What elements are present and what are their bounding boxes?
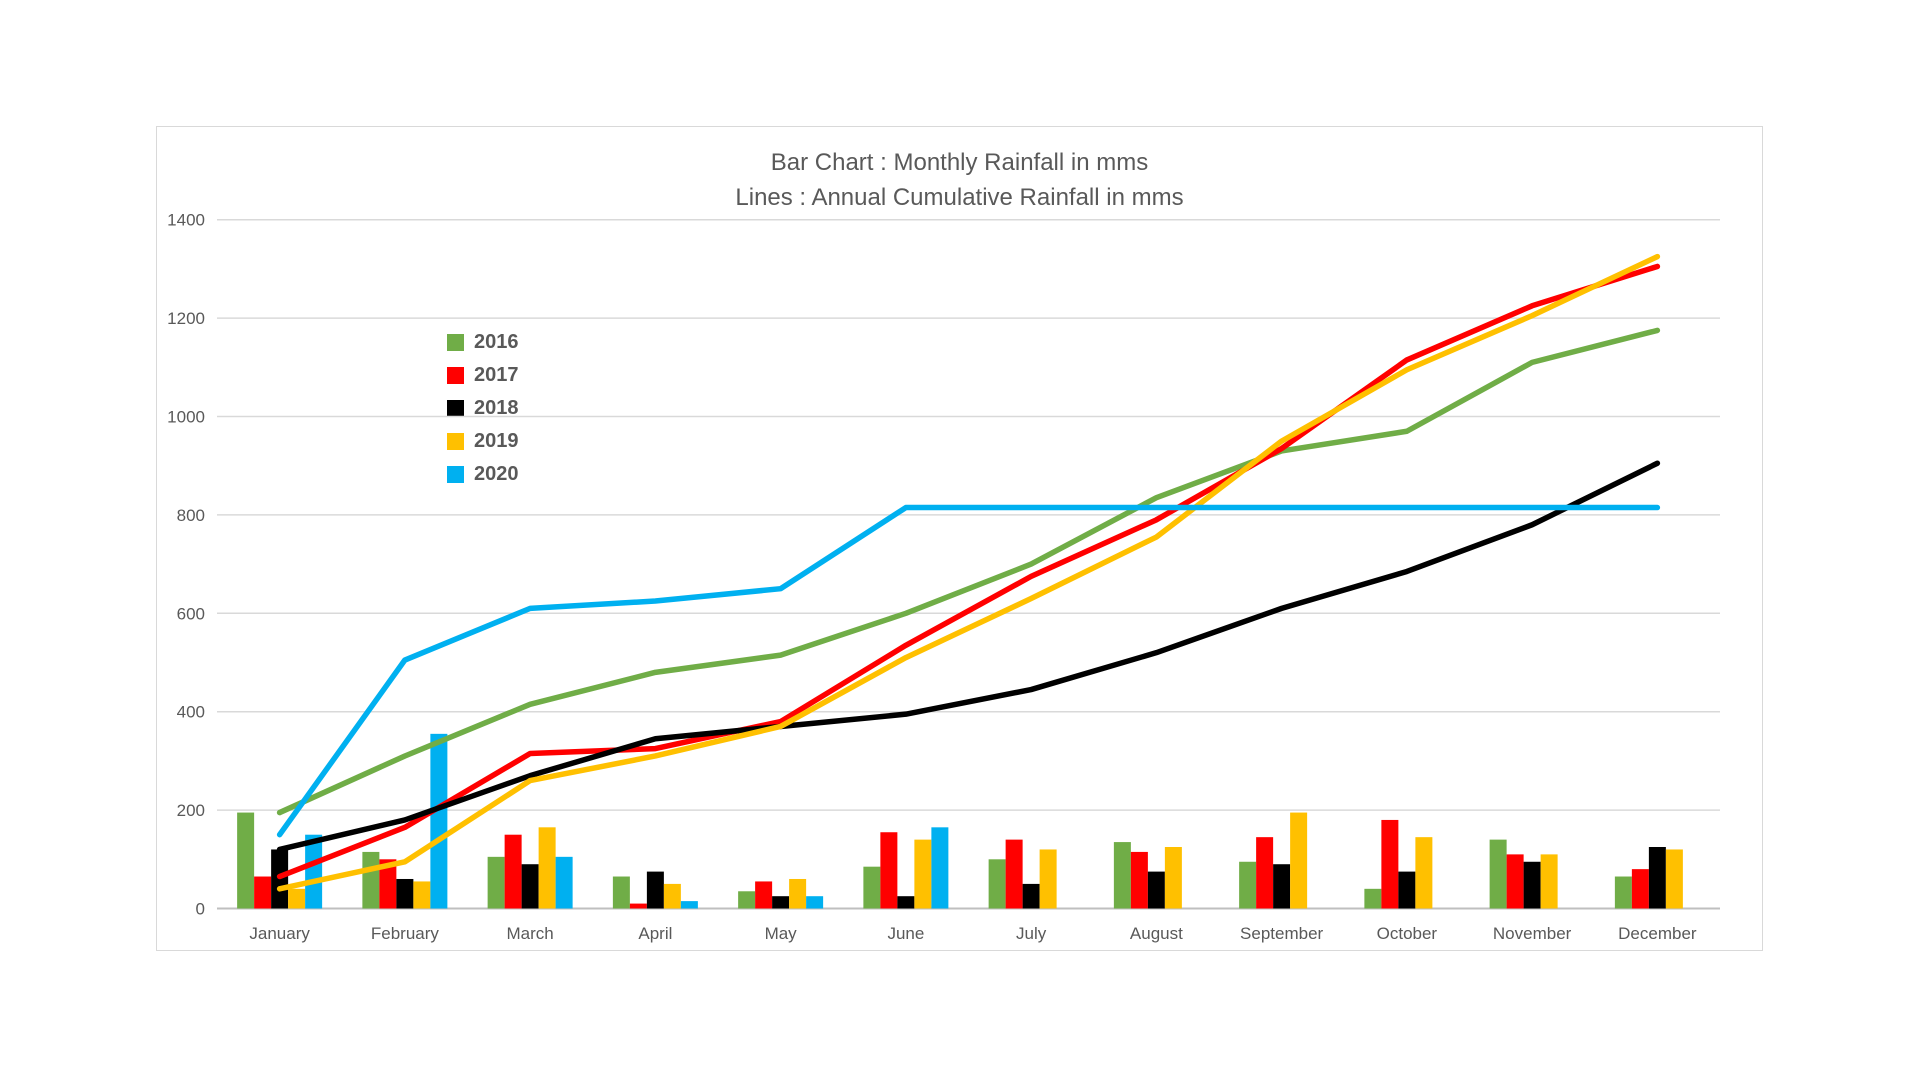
- bar-2018-March: [521, 864, 539, 909]
- legend-label-2020: 2020: [474, 463, 519, 485]
- bar-2017-May: [755, 881, 773, 909]
- bar-2017-January: [254, 876, 272, 909]
- bar-2016-April: [612, 876, 630, 909]
- bar-2018-September: [1273, 864, 1291, 909]
- x-tick-label: December: [1618, 924, 1697, 943]
- line-2016: [276, 327, 1661, 816]
- legend-item-2017: 2017: [447, 364, 519, 387]
- bar-2016-March: [487, 856, 505, 909]
- bar-2017-April: [629, 903, 647, 909]
- y-tick-label: 400: [177, 703, 205, 722]
- bar-2016-October: [1364, 888, 1382, 909]
- line-2020: [276, 504, 1661, 838]
- bar-2019-February: [413, 881, 431, 909]
- bar-2018-May: [772, 896, 790, 909]
- x-tick-label: June: [887, 924, 924, 943]
- chart-title-line2: Lines : Annual Cumulative Rainfall in mm…: [735, 184, 1184, 211]
- bar-2017-June: [880, 832, 898, 909]
- bar-2018-December: [1648, 847, 1666, 909]
- bar-2017-September: [1256, 837, 1274, 909]
- bar-2019-August: [1164, 847, 1182, 909]
- bar-2018-November: [1523, 861, 1541, 909]
- y-tick-label: 200: [177, 801, 205, 820]
- legend-swatch-2016: [447, 334, 464, 351]
- x-tick-label: November: [1493, 924, 1572, 943]
- bar-2016-August: [1113, 842, 1131, 909]
- x-tick-label: October: [1377, 924, 1438, 943]
- bar-2017-February: [379, 859, 397, 909]
- bar-2019-October: [1415, 837, 1433, 909]
- bar-2017-December: [1631, 869, 1649, 909]
- bar-2018-April: [646, 871, 664, 909]
- bar-2019-January: [288, 888, 306, 909]
- legend-label-2017: 2017: [474, 364, 519, 386]
- bar-2019-April: [663, 883, 681, 909]
- bar-2016-February: [362, 851, 380, 909]
- bar-2019-December: [1665, 849, 1683, 909]
- bar-2016-December: [1614, 876, 1632, 909]
- line-2019: [276, 253, 1661, 892]
- x-tick-label: February: [371, 924, 440, 943]
- bar-2018-June: [897, 896, 915, 909]
- legend-swatch-2017: [447, 367, 464, 384]
- line-2018: [276, 460, 1661, 853]
- bar-2017-October: [1381, 819, 1399, 909]
- y-tick-label: 1400: [167, 211, 205, 230]
- bar-2019-July: [1039, 849, 1057, 909]
- bar-2018-July: [1022, 883, 1040, 909]
- bar-2020-March: [555, 856, 573, 909]
- bar-2018-October: [1398, 871, 1416, 909]
- legend-swatch-2019: [447, 433, 464, 450]
- bar-2019-March: [538, 827, 556, 909]
- bar-2016-May: [738, 891, 756, 909]
- bar-2019-September: [1290, 812, 1308, 909]
- legend-swatch-2020: [447, 466, 464, 483]
- x-tick-label: May: [765, 924, 798, 943]
- y-tick-label: 0: [196, 900, 205, 919]
- y-tick-label: 1000: [167, 408, 205, 427]
- bar-2017-November: [1506, 854, 1524, 909]
- bar-2017-August: [1130, 851, 1148, 909]
- bar-2019-November: [1540, 854, 1558, 909]
- bar-2019-June: [914, 839, 932, 909]
- bar-2016-November: [1489, 839, 1507, 909]
- bar-2020-February: [430, 733, 448, 909]
- bar-2016-January: [237, 812, 255, 909]
- legend-item-2019: 2019: [447, 430, 519, 453]
- bar-2018-August: [1147, 871, 1165, 909]
- x-tick-label: March: [507, 924, 554, 943]
- bar-2016-June: [863, 866, 881, 909]
- legend-item-2018: 2018: [447, 397, 519, 420]
- bar-2016-September: [1239, 861, 1257, 909]
- chart-title-line1: Bar Chart : Monthly Rainfall in mms: [770, 149, 1149, 176]
- y-tick-label: 800: [177, 506, 205, 525]
- x-tick-label: September: [1240, 924, 1323, 943]
- x-tick-label: January: [249, 924, 310, 943]
- legend-item-2020: 2020: [447, 463, 519, 486]
- line-2017: [276, 263, 1661, 880]
- chart-title: Bar Chart : Monthly Rainfall in mms Line…: [157, 145, 1762, 215]
- legend-label-2016: 2016: [474, 331, 519, 353]
- legend-label-2019: 2019: [474, 430, 519, 452]
- y-tick-label: 600: [177, 604, 205, 623]
- bar-2019-May: [789, 878, 807, 909]
- y-tick-label: 1200: [167, 309, 205, 328]
- legend-label-2018: 2018: [474, 397, 519, 419]
- legend-swatch-2018: [447, 400, 464, 417]
- x-tick-label: August: [1130, 924, 1183, 943]
- chart-legend: 2016 2017 2018 2019 2020: [447, 331, 519, 486]
- bar-2020-April: [680, 901, 698, 909]
- legend-item-2016: 2016: [447, 331, 519, 354]
- bar-2020-May: [806, 896, 824, 909]
- x-tick-label: July: [1016, 924, 1047, 943]
- bar-2020-January: [305, 834, 323, 909]
- bar-2017-March: [504, 834, 522, 909]
- bar-2016-July: [988, 859, 1006, 909]
- bar-2018-February: [396, 878, 414, 909]
- x-tick-label: April: [638, 924, 672, 943]
- bar-2017-July: [1005, 839, 1023, 909]
- bar-2020-June: [931, 827, 949, 909]
